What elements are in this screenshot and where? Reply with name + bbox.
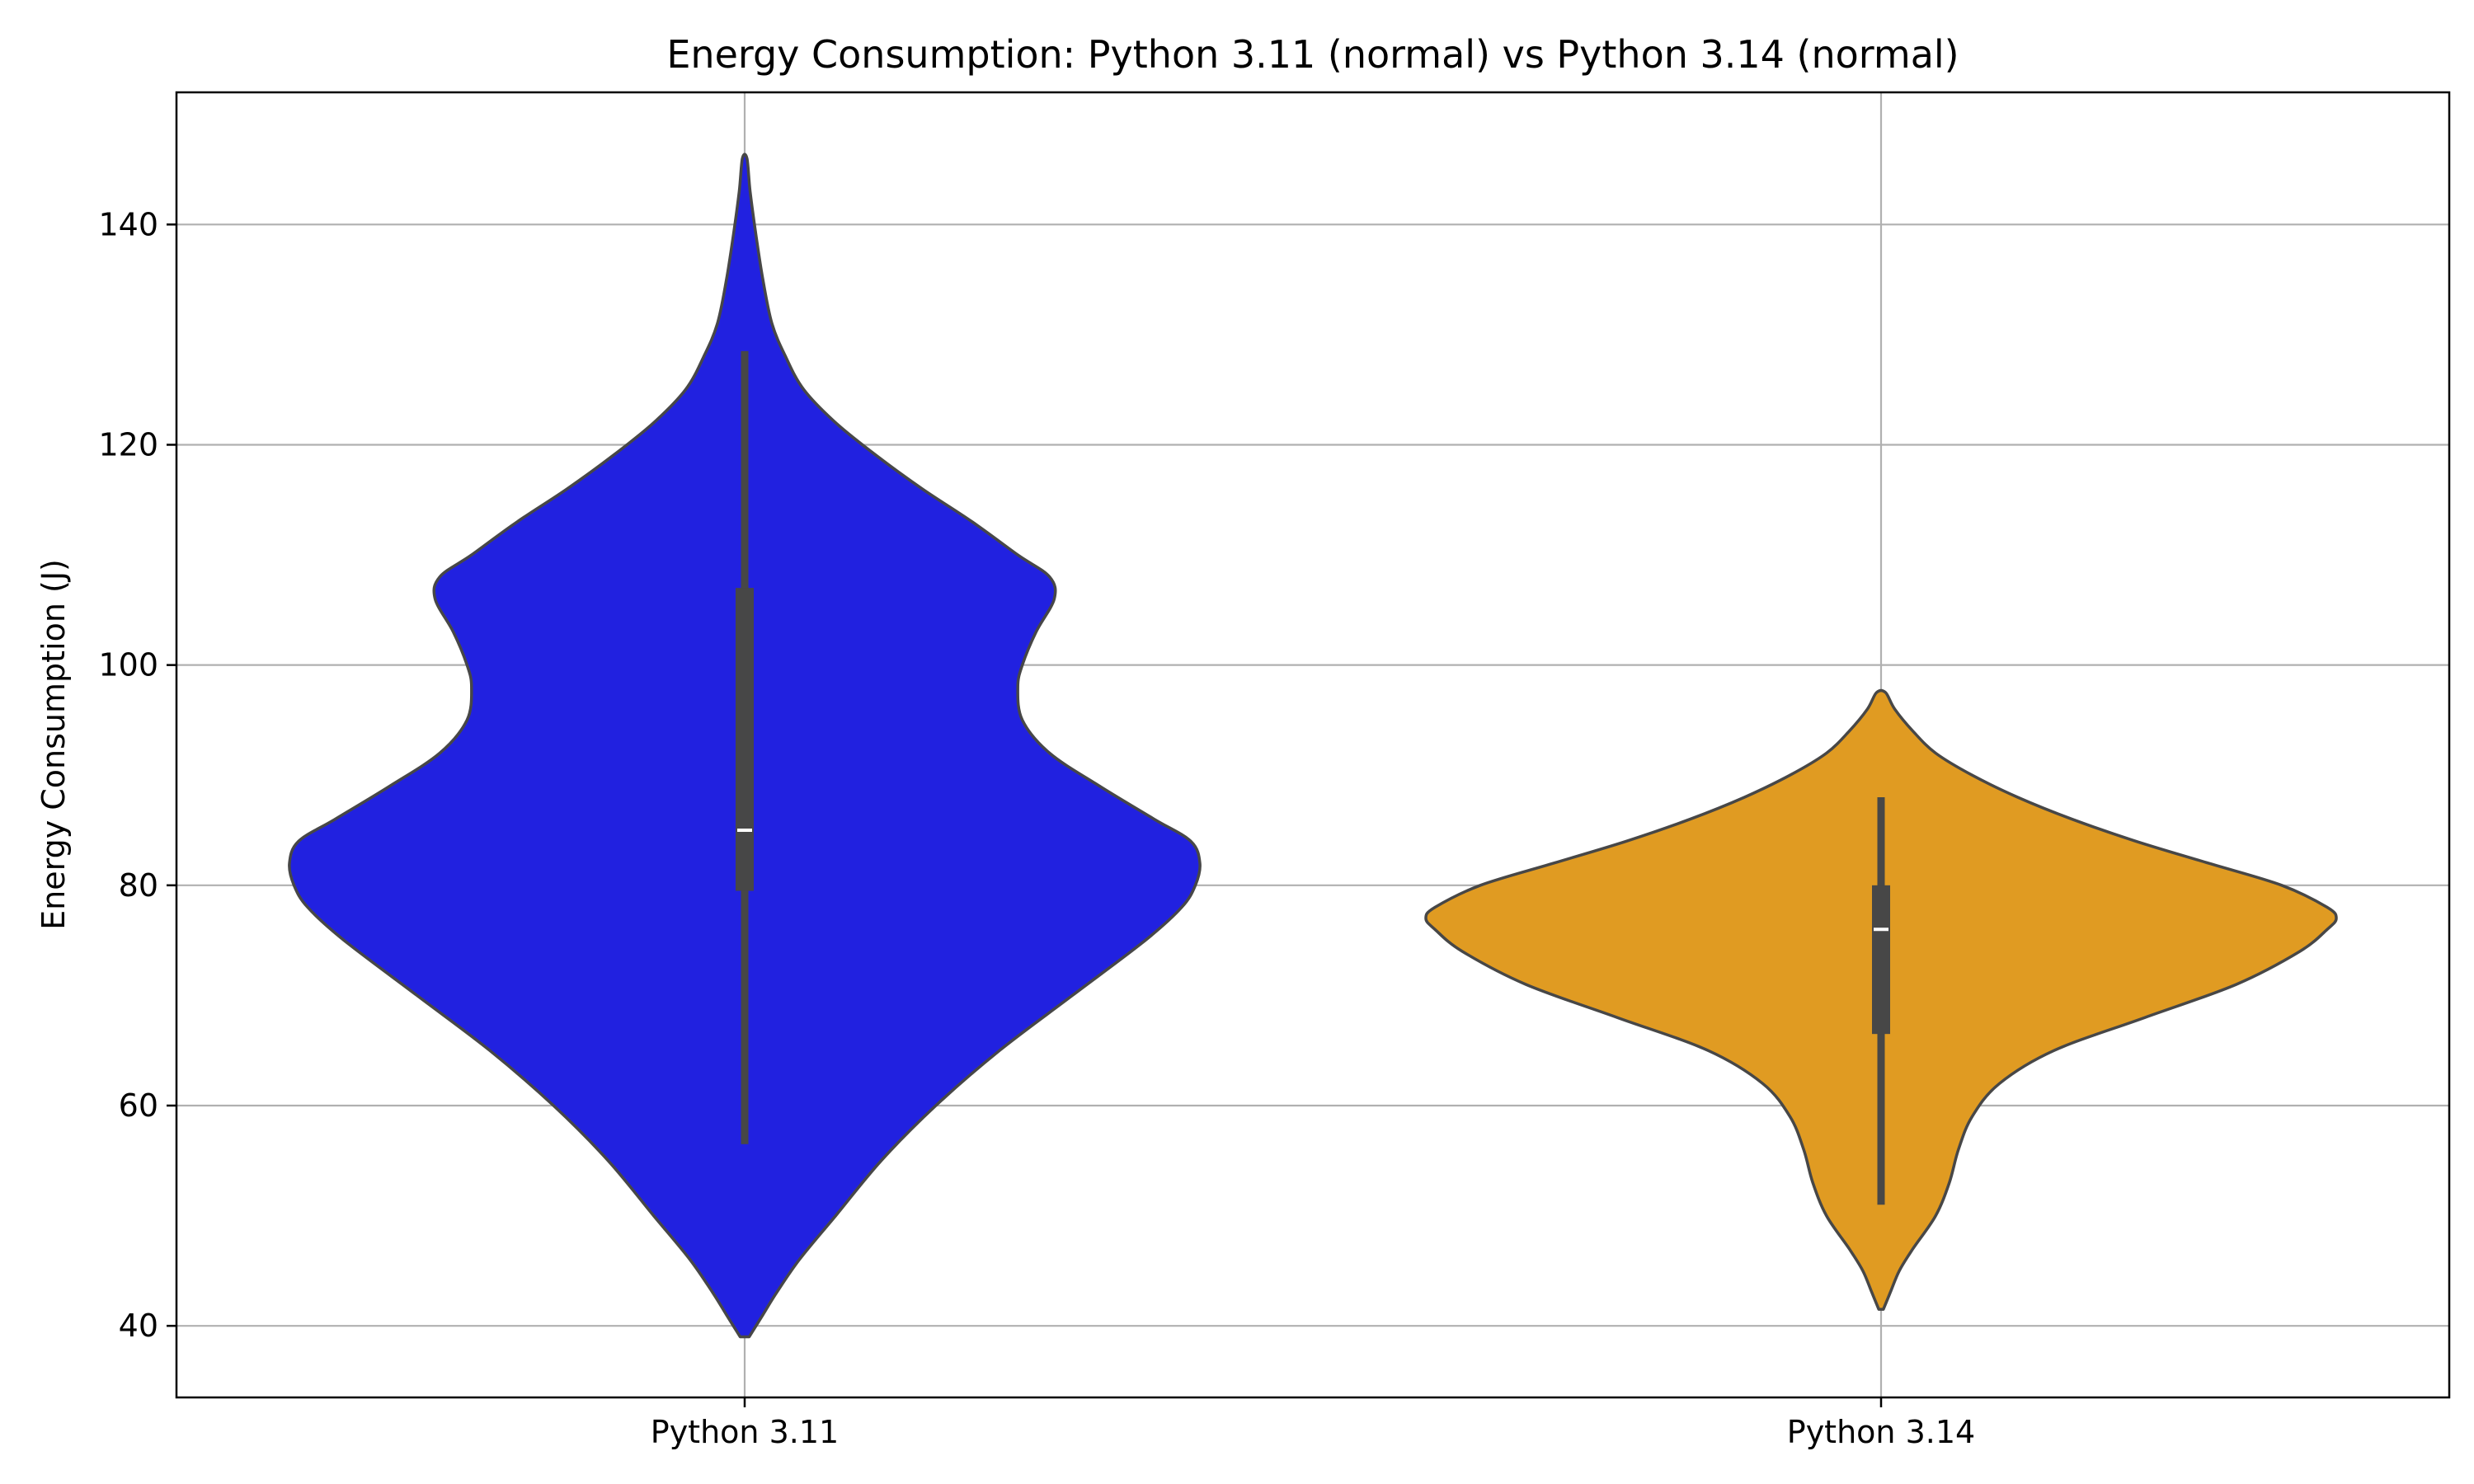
x-tick-label: Python 3.14	[1787, 1414, 1975, 1450]
y-tick-label: 80	[119, 867, 158, 904]
y-tick-label: 40	[119, 1308, 158, 1344]
y-axis-label: Energy Consumption (J)	[35, 559, 72, 930]
violin-iqr-box	[1872, 885, 1890, 1035]
y-tick-label: 100	[98, 647, 158, 683]
y-tick-label: 120	[98, 426, 158, 463]
box-layer	[736, 350, 1890, 1205]
x-tick-label: Python 3.11	[651, 1414, 839, 1450]
y-tick-label: 60	[119, 1087, 158, 1124]
violin-iqr-box	[736, 588, 754, 891]
y-tick-label: 140	[98, 206, 158, 242]
tick-layer: 40 60 80 100 120 140 Python 3.11 Python 3.14	[98, 206, 1975, 1450]
violin-layer	[288, 153, 2338, 1339]
chart-title: Energy Consumption: Python 3.11 (normal)…	[666, 32, 1959, 77]
plot-frame	[175, 91, 2451, 1399]
